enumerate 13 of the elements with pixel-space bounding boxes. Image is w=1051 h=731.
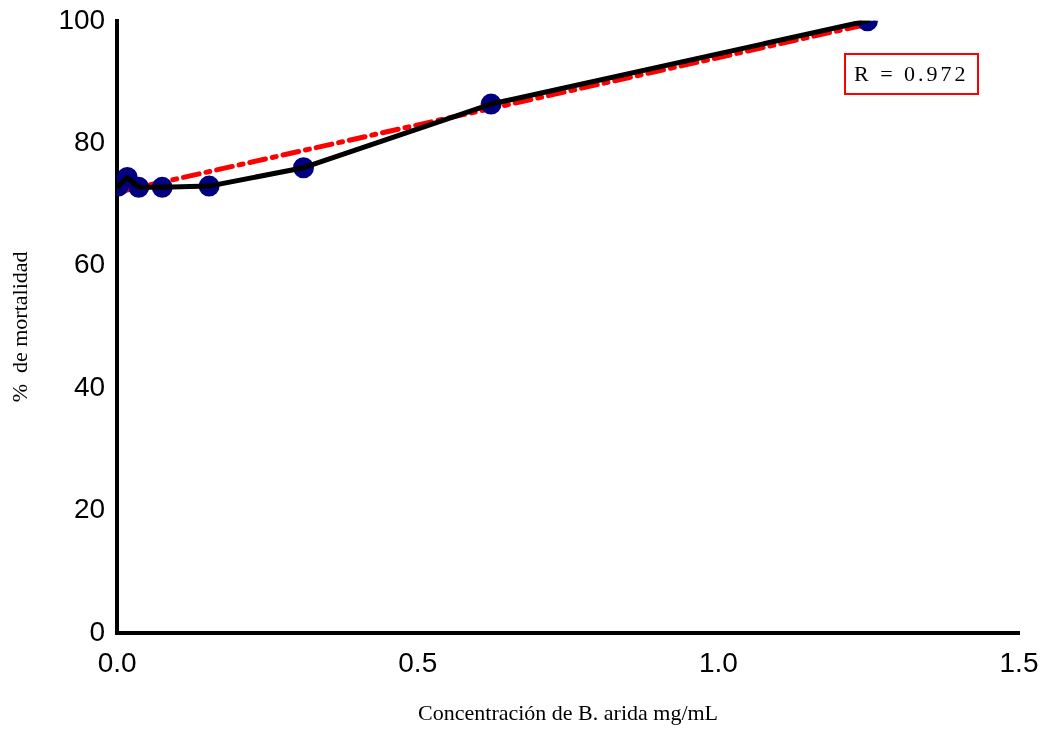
y-axis-title: % de mortalidad [6,251,32,403]
annotation: R = 0.972 [844,52,979,95]
x-tick-label: 1.5 [999,646,1039,678]
y-tick-label: 20 [73,493,106,525]
y-tick-label: 100 [58,3,106,35]
x-tick-label: 0.5 [398,646,438,678]
x-tick-label: 0.0 [97,646,137,678]
x-tick-label: 1.0 [698,646,738,678]
x-axis-title: Concentración de B. arida mg/mL [418,699,719,725]
y-tick-label: 40 [73,370,106,402]
y-tick-label: 80 [73,125,106,157]
y-tick-label: 0 [89,615,106,647]
y-tick-label: 60 [73,248,106,280]
